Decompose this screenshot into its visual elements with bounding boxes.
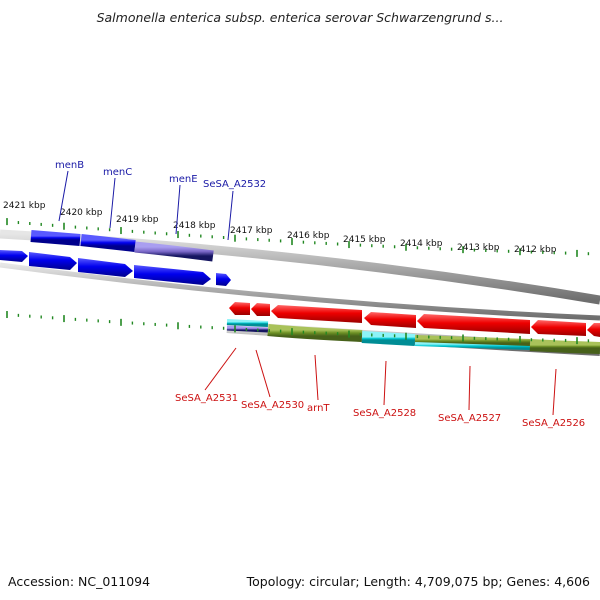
gene-leader-line bbox=[204, 347, 237, 391]
upper-feature-band bbox=[0, 229, 600, 305]
lower-cds-cyan bbox=[414, 342, 531, 350]
gene-menB-feature bbox=[30, 230, 81, 246]
reverse-gene-arrow bbox=[271, 305, 362, 323]
bottom-gene-labels: SeSA_A2531 SeSA_A2530 arnT SeSA_A2528 Se… bbox=[175, 347, 585, 429]
kbp-label: 2419 kbp bbox=[116, 215, 159, 225]
gene-leader-line bbox=[468, 365, 471, 411]
accession-text: Accession: NC_011094 bbox=[8, 574, 150, 589]
kbp-label: 2417 kbp bbox=[230, 226, 273, 236]
gene-label-SeSA-A2527[interactable]: SeSA_A2527 bbox=[438, 413, 501, 424]
gene-leader-line bbox=[552, 368, 557, 416]
reverse-gene-arrow bbox=[587, 323, 600, 337]
forward-gene-arrow bbox=[216, 273, 231, 286]
gene-label-SeSA-A2528[interactable]: SeSA_A2528 bbox=[353, 408, 416, 419]
gene-leader-line bbox=[383, 360, 387, 406]
gene-menC-feature bbox=[80, 234, 136, 252]
lower-cds-cyan bbox=[226, 319, 269, 327]
gene-label-menE[interactable]: menE bbox=[169, 174, 198, 185]
lower-cds-olive bbox=[267, 324, 363, 342]
reverse-gene-arrow bbox=[417, 314, 530, 334]
gene-leader-line bbox=[175, 184, 181, 235]
gene-label-SeSA-A2526[interactable]: SeSA_A2526 bbox=[522, 418, 585, 429]
gene-leader-line bbox=[109, 177, 116, 229]
lower-cds-cyan bbox=[361, 331, 416, 346]
gene-label-arnT[interactable]: arnT bbox=[307, 403, 330, 414]
kbp-label: 2420 kbp bbox=[60, 208, 103, 218]
gene-label-SeSA-A2530[interactable]: SeSA_A2530 bbox=[241, 400, 304, 411]
upper-cds-purple bbox=[134, 241, 214, 262]
kbp-label: 2414 kbp bbox=[400, 239, 443, 249]
kbp-label: 2421 kbp bbox=[3, 201, 46, 211]
reverse-gene-arrow bbox=[229, 302, 250, 315]
gene-leader-line bbox=[58, 170, 69, 222]
gene-label-SeSA-A2531[interactable]: SeSA_A2531 bbox=[175, 393, 238, 404]
kbp-label: 2415 kbp bbox=[343, 235, 386, 245]
scale-ticks bbox=[6, 218, 590, 345]
reverse-gene-arrow bbox=[531, 320, 586, 336]
reverse-gene-arrow bbox=[251, 303, 270, 316]
genome-summary-text: Topology: circular; Length: 4,709,075 bp… bbox=[246, 574, 590, 589]
reverse-gene-arrow bbox=[364, 312, 416, 328]
genome-backbone bbox=[0, 262, 600, 321]
forward-gene-arrow bbox=[29, 252, 77, 270]
gene-label-menB[interactable]: menB bbox=[55, 160, 84, 171]
gene-leader-line bbox=[314, 354, 319, 401]
forward-gene-arrow bbox=[78, 258, 133, 277]
forward-gene-arrow bbox=[134, 265, 211, 285]
gene-leader-line bbox=[255, 349, 271, 398]
lower-cds-olive bbox=[529, 339, 600, 354]
lower-cds-purple bbox=[226, 325, 269, 333]
map-title: Salmonella enterica subsp. enterica sero… bbox=[97, 10, 504, 25]
gene-leader-line bbox=[227, 190, 234, 241]
lower-cds-olive bbox=[414, 335, 531, 347]
kbp-label: 2413 kbp bbox=[457, 243, 500, 253]
kbp-label: 2416 kbp bbox=[287, 231, 330, 241]
gene-label-SeSA-A2532[interactable]: SeSA_A2532 bbox=[203, 179, 266, 190]
kbp-label: 2412 kbp bbox=[514, 245, 557, 255]
kbp-label: 2418 kbp bbox=[173, 221, 216, 231]
scale-labels: 2421 kbp 2420 kbp 2419 kbp 2418 kbp 2417… bbox=[3, 201, 557, 255]
forward-gene-arrow bbox=[0, 250, 28, 262]
top-gene-labels: menB menC menE SeSA_A2532 bbox=[55, 160, 266, 241]
gene-label-menC[interactable]: menC bbox=[103, 167, 132, 178]
